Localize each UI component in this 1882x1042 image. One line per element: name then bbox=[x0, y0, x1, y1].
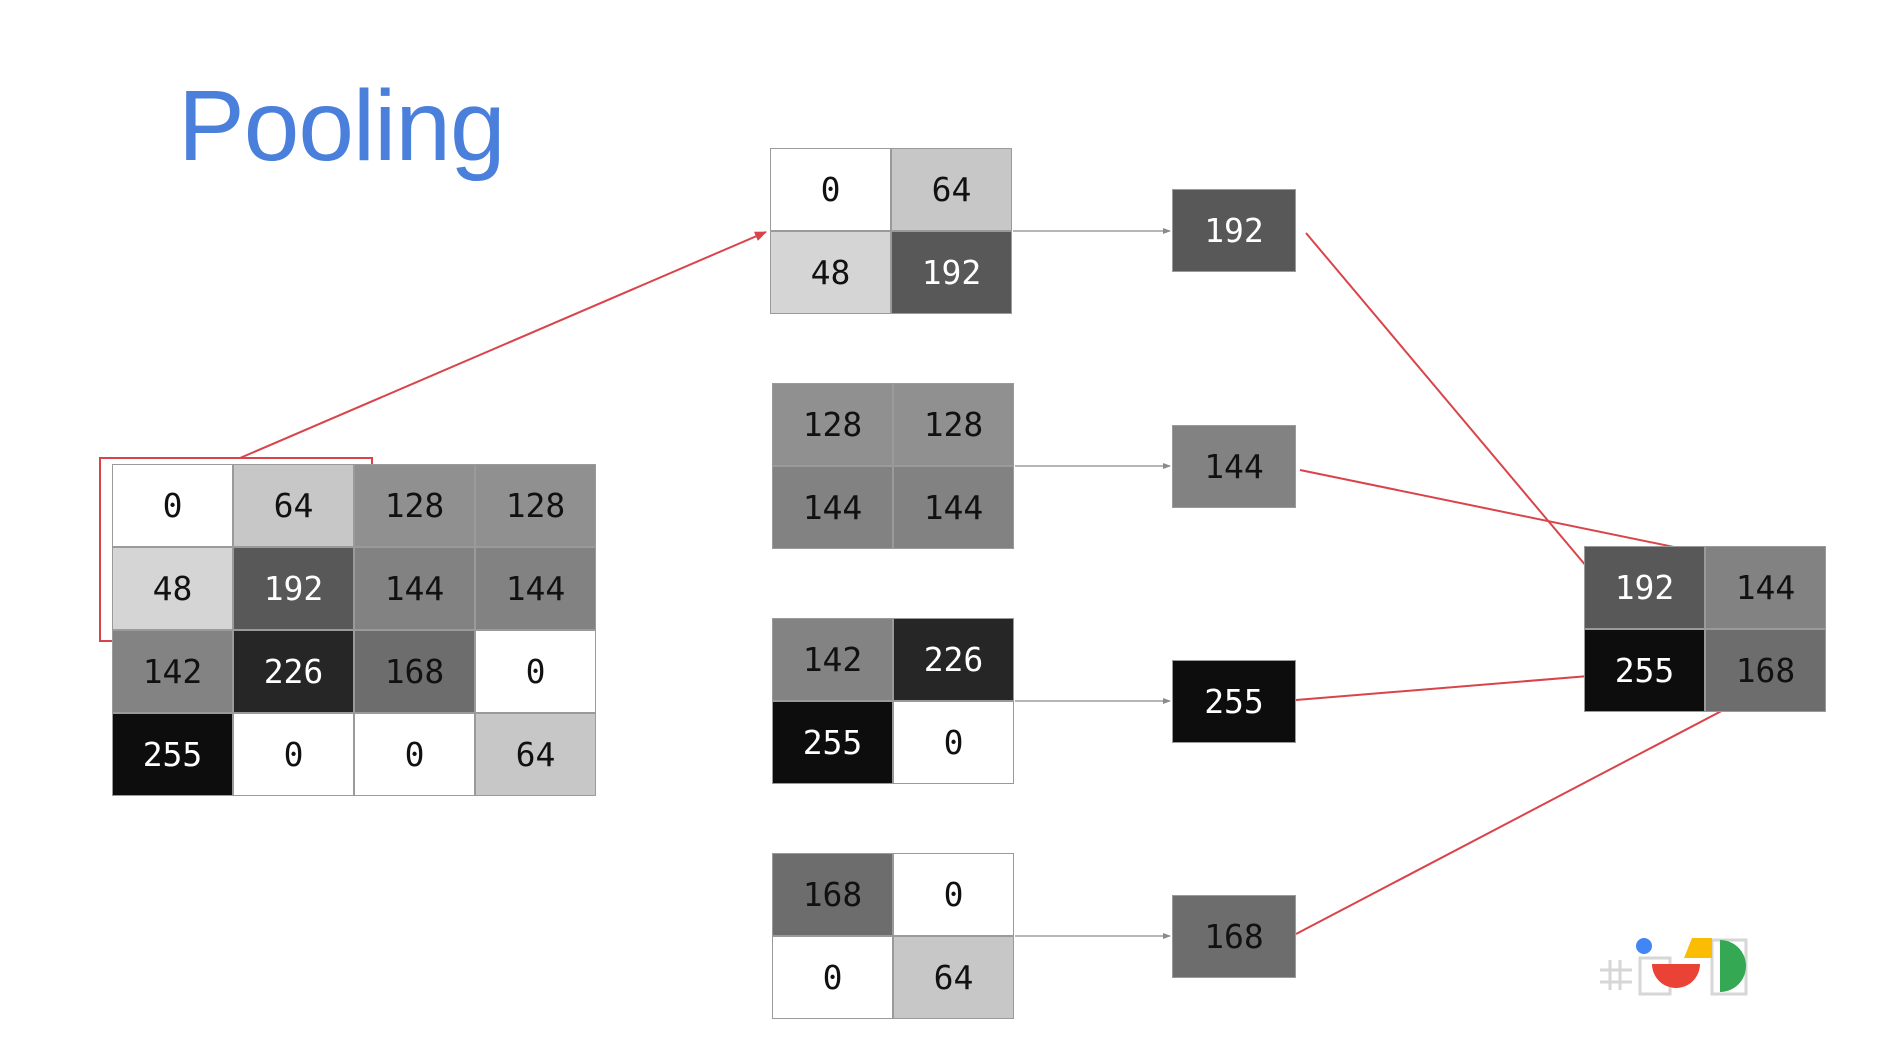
window-cell: 168 bbox=[772, 853, 893, 936]
max-cell: 144 bbox=[1172, 425, 1296, 508]
window-cell: 192 bbox=[891, 231, 1012, 314]
window-cell: 128 bbox=[772, 383, 893, 466]
window-cell: 64 bbox=[893, 936, 1014, 1019]
arrow-to-window bbox=[239, 231, 767, 459]
arrow-192 bbox=[1305, 232, 1609, 593]
pooling-window-1: 0 64 48 192 bbox=[770, 148, 1012, 314]
window-cell: 0 bbox=[893, 701, 1014, 784]
max-value-2: 144 bbox=[1172, 425, 1296, 508]
input-cell: 48 bbox=[112, 547, 233, 630]
window-cell: 0 bbox=[893, 853, 1014, 936]
input-cell: 168 bbox=[354, 630, 475, 713]
max-cell: 255 bbox=[1172, 660, 1296, 743]
max-value-4: 168 bbox=[1172, 895, 1296, 978]
window-cell: 0 bbox=[770, 148, 891, 231]
window-cell: 0 bbox=[772, 936, 893, 1019]
input-cell: 192 bbox=[233, 547, 354, 630]
window-cell: 144 bbox=[772, 466, 893, 549]
arrow-144 bbox=[1299, 469, 1738, 563]
input-cell: 255 bbox=[112, 713, 233, 796]
input-cell: 128 bbox=[475, 464, 596, 547]
pooling-window-3: 142 226 255 0 bbox=[772, 618, 1014, 784]
window-cell: 128 bbox=[893, 383, 1014, 466]
input-cell: 0 bbox=[475, 630, 596, 713]
input-cell: 0 bbox=[354, 713, 475, 796]
window-cell: 48 bbox=[770, 231, 891, 314]
output-cell: 168 bbox=[1705, 629, 1826, 712]
input-cell: 0 bbox=[112, 464, 233, 547]
pooling-window-2: 128 128 144 144 bbox=[772, 383, 1014, 549]
arrow-255 bbox=[1295, 670, 1602, 701]
output-cell: 144 bbox=[1705, 546, 1826, 629]
max-cell: 168 bbox=[1172, 895, 1296, 978]
output-grid: 192 144 255 168 bbox=[1584, 546, 1826, 712]
input-cell: 226 bbox=[233, 630, 354, 713]
max-value-1: 192 bbox=[1172, 189, 1296, 272]
input-cell: 142 bbox=[112, 630, 233, 713]
window-cell: 64 bbox=[891, 148, 1012, 231]
window-cell: 226 bbox=[893, 618, 1014, 701]
max-cell: 192 bbox=[1172, 189, 1296, 272]
pooling-window-4: 168 0 0 64 bbox=[772, 853, 1014, 1019]
input-cell: 64 bbox=[233, 464, 354, 547]
input-grid: 0 64 128 128 48 192 144 144 142 226 168 0 255 0 0 64 bbox=[112, 464, 596, 796]
window-cell: 255 bbox=[772, 701, 893, 784]
input-cell: 144 bbox=[354, 547, 475, 630]
input-cell: 144 bbox=[475, 547, 596, 630]
slide-title: Pooling bbox=[178, 70, 506, 182]
arrow-168 bbox=[1295, 694, 1753, 935]
input-cell: 64 bbox=[475, 713, 596, 796]
input-cell: 128 bbox=[354, 464, 475, 547]
output-cell: 192 bbox=[1584, 546, 1705, 629]
window-cell: 142 bbox=[772, 618, 893, 701]
max-value-3: 255 bbox=[1172, 660, 1296, 743]
window-cell: 144 bbox=[893, 466, 1014, 549]
output-cell: 255 bbox=[1584, 629, 1705, 712]
input-cell: 0 bbox=[233, 713, 354, 796]
